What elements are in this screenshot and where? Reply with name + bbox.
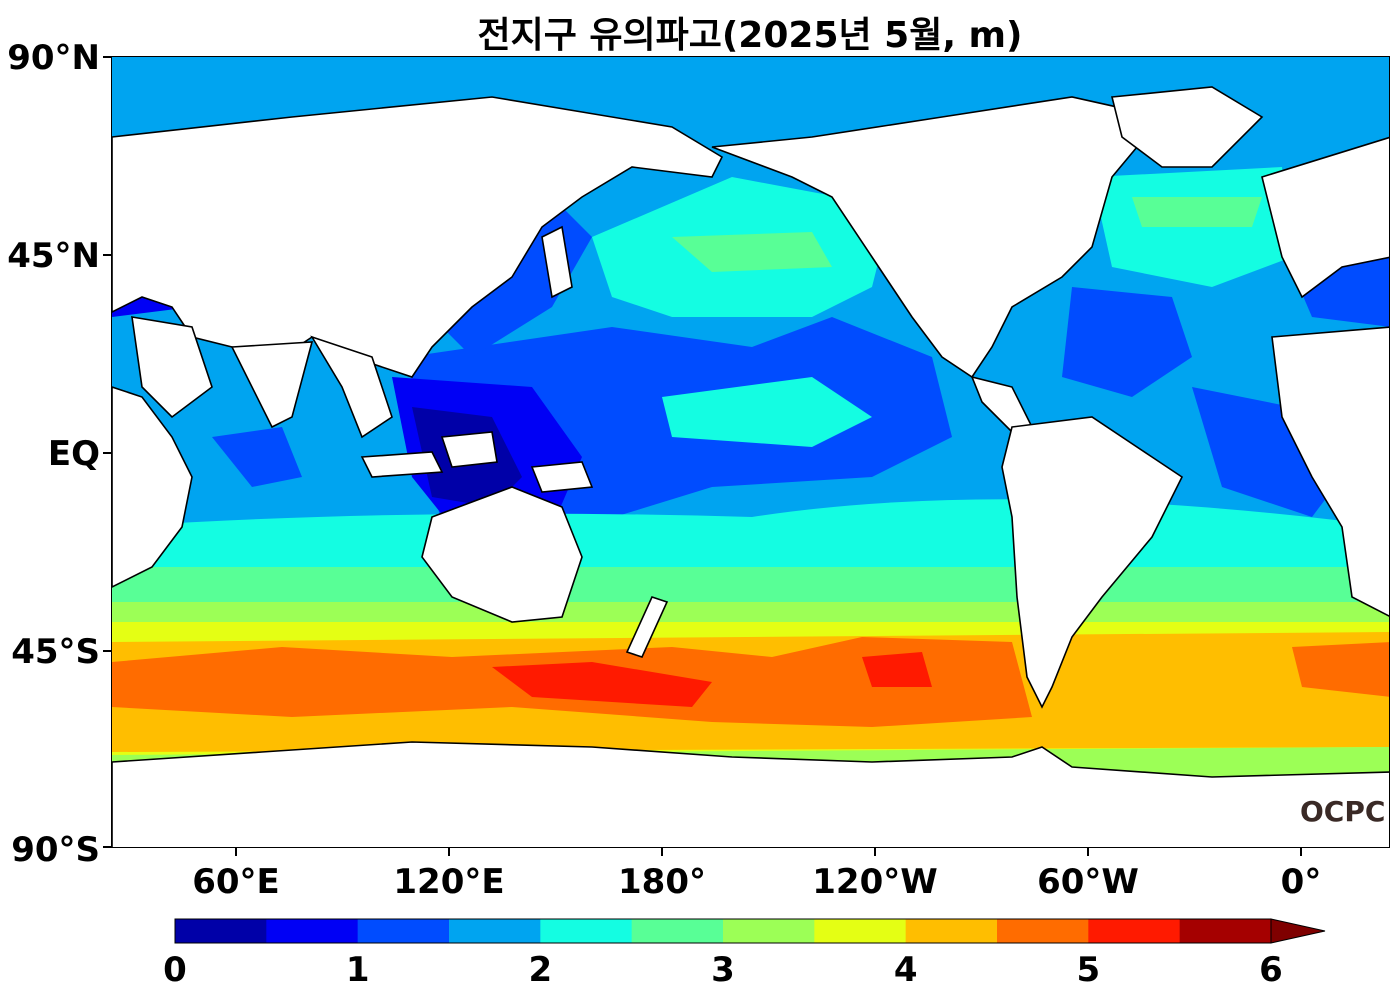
colorbar-segment	[1179, 919, 1272, 943]
gulf-mexico-low	[1062, 287, 1192, 397]
lat-label-90s: 90°S	[11, 830, 100, 870]
lat-tick	[103, 452, 111, 454]
europe-land	[1261, 136, 1389, 299]
southern-ocean-max-2	[862, 652, 932, 687]
india-land	[230, 341, 314, 429]
colorbar-segment	[723, 919, 815, 943]
north-pacific-peak	[672, 232, 832, 272]
colorbar-tick-label: 2	[528, 950, 553, 990]
south-america-land	[1001, 416, 1184, 709]
map-canvas	[112, 57, 1389, 847]
lon-label-0: 0°	[1280, 862, 1322, 902]
colorbar-extend-arrow	[1270, 918, 1326, 944]
eurasia-land	[112, 96, 724, 378]
lon-label-120w: 120°W	[812, 862, 938, 902]
colorbar-tick-label: 5	[1076, 950, 1101, 990]
south-atlantic-high	[1292, 642, 1389, 697]
colorbar-segment	[905, 919, 998, 943]
colorbar-tick-label: 6	[1259, 950, 1283, 990]
africa-land	[112, 386, 193, 588]
lat-label-eq: EQ	[47, 434, 100, 474]
lon-tick	[661, 848, 663, 856]
colorbar-segment	[631, 919, 724, 943]
colorbar-tick-label: 4	[893, 950, 918, 990]
land-masses	[112, 86, 1389, 847]
lon-tick	[1087, 848, 1089, 856]
sumatra-island	[360, 451, 444, 478]
australia-land	[421, 486, 583, 623]
colorbar-segment	[814, 919, 907, 943]
map-title: 전지구 유의파고(2025년 5월, m)	[477, 15, 1023, 56]
borneo-island	[440, 431, 498, 468]
colorbar-segment	[997, 919, 1089, 943]
lon-tick	[874, 848, 876, 856]
colorbar-segment	[266, 919, 359, 943]
colorbar-tick-label: 1	[345, 950, 370, 990]
colorbar-segment	[357, 919, 450, 943]
new-zealand-land	[625, 596, 669, 658]
north-atlantic-peak	[1132, 197, 1262, 227]
lon-label-180: 180°	[618, 862, 706, 902]
lon-label-60e: 60°E	[192, 862, 280, 902]
new-guinea-island	[530, 461, 594, 493]
lat-label-90n: 90°N	[7, 38, 100, 78]
colorbar-segment	[449, 919, 541, 943]
lon-label-60w: 60°W	[1037, 862, 1139, 902]
lat-tick	[103, 56, 111, 58]
tropical-atlantic-low	[1192, 387, 1342, 517]
colorbar-segment	[1088, 919, 1181, 943]
colorbar-segment	[540, 919, 633, 943]
lat-tick	[103, 846, 111, 848]
lat-label-45s: 45°S	[11, 632, 100, 672]
lat-label-45n: 45°N	[7, 236, 100, 276]
central-pacific-trade	[662, 377, 872, 447]
lon-tick	[1300, 848, 1302, 856]
colorbar-tick-label: 0	[163, 950, 187, 990]
ocpc-logo: OCPC	[1300, 795, 1386, 828]
arabian-sea-low	[212, 427, 302, 487]
lat-tick	[103, 254, 111, 256]
west-africa-land	[1271, 326, 1389, 617]
southern-ocean-max-1	[492, 662, 712, 707]
antarctica-land	[112, 741, 1389, 847]
colorbar	[174, 918, 1326, 944]
lon-tick	[448, 848, 450, 856]
colorbar-tick-label: 3	[711, 950, 735, 990]
arabia-land	[131, 316, 213, 419]
north-america-land	[711, 96, 1164, 379]
greenland-land	[1110, 86, 1264, 168]
colorbar-segment	[175, 919, 267, 943]
japan-island	[541, 225, 573, 299]
lat-tick	[103, 650, 111, 652]
indochina-land	[310, 335, 393, 439]
wave-height-map	[111, 56, 1390, 848]
lon-label-120e: 120°E	[393, 862, 505, 902]
colorbar-outline	[174, 918, 1272, 944]
lon-tick	[235, 848, 237, 856]
